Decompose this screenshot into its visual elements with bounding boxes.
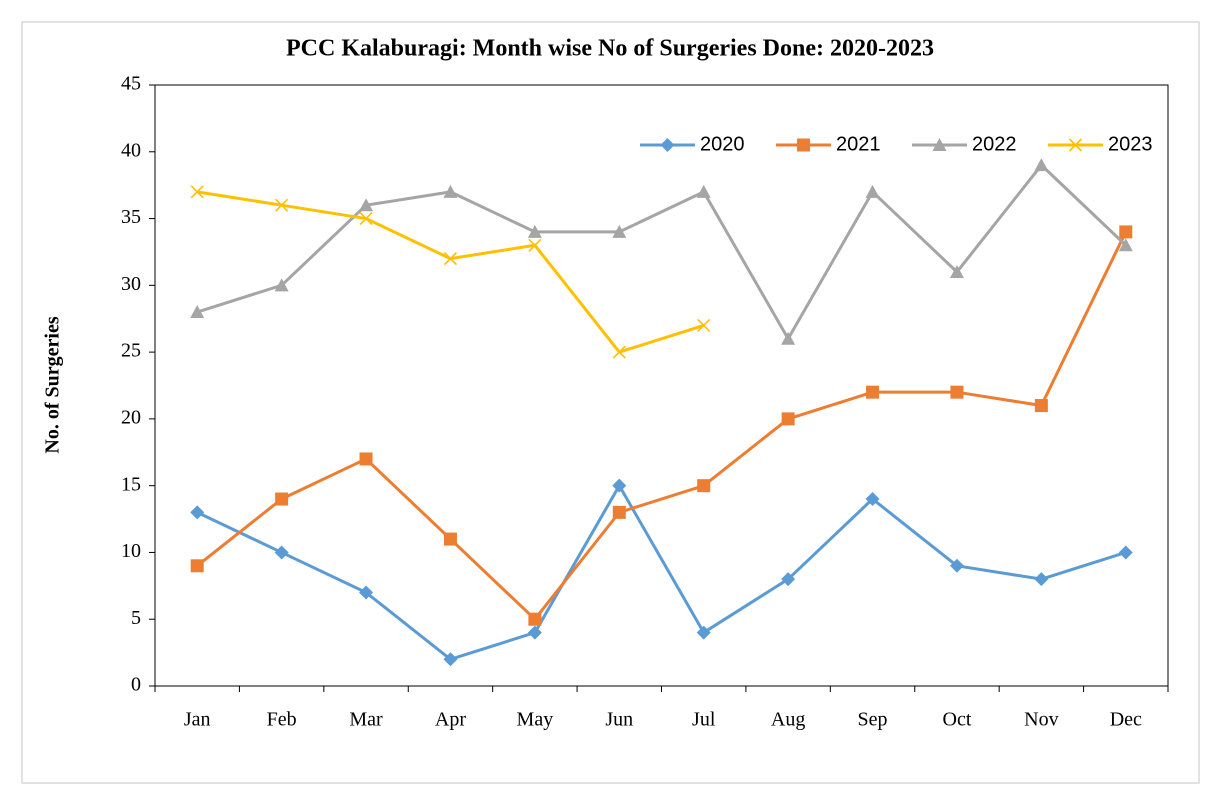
marker bbox=[275, 198, 289, 212]
x-tick-label: Nov bbox=[1024, 709, 1058, 731]
legend-label: 2022 bbox=[972, 133, 1017, 155]
marker bbox=[612, 505, 626, 519]
marker bbox=[443, 652, 458, 667]
marker bbox=[865, 492, 880, 507]
marker bbox=[528, 238, 542, 252]
x-tick-label: Mar bbox=[349, 709, 383, 731]
marker bbox=[696, 625, 711, 640]
x-tick-label: Feb bbox=[267, 709, 297, 731]
marker bbox=[1034, 572, 1049, 587]
marker bbox=[359, 452, 373, 466]
marker bbox=[1118, 545, 1133, 560]
marker bbox=[1034, 158, 1049, 172]
marker bbox=[797, 138, 810, 152]
legend-label: 2020 bbox=[700, 133, 745, 155]
chart-border bbox=[21, 21, 1200, 784]
x-tick-label: Dec bbox=[1110, 709, 1142, 731]
marker bbox=[781, 331, 796, 345]
y-tick-label: 35 bbox=[121, 206, 141, 228]
marker bbox=[359, 211, 373, 226]
marker bbox=[612, 224, 627, 238]
marker bbox=[932, 138, 947, 151]
marker bbox=[696, 184, 711, 198]
series-line bbox=[196, 163, 1127, 341]
marker bbox=[359, 198, 374, 212]
marker bbox=[866, 385, 880, 399]
y-tick-label: 30 bbox=[121, 273, 141, 295]
y-axis-label: No. of Surgeries bbox=[42, 316, 64, 453]
legend-label: 2021 bbox=[836, 133, 881, 155]
x-tick-label: Aug bbox=[771, 709, 805, 731]
marker bbox=[275, 492, 289, 506]
chart-title: PCC Kalaburagi: Month wise No of Surgeri… bbox=[286, 36, 934, 62]
marker bbox=[443, 184, 458, 198]
marker bbox=[697, 479, 711, 493]
marker bbox=[1034, 399, 1048, 413]
marker bbox=[1118, 238, 1133, 252]
marker bbox=[527, 625, 542, 640]
y-tick-label: 25 bbox=[121, 340, 141, 362]
x-tick-label: Apr bbox=[435, 709, 466, 731]
x-tick-label: May bbox=[517, 709, 554, 731]
x-tick-label: Sep bbox=[858, 709, 888, 731]
y-tick-label: 45 bbox=[121, 73, 141, 95]
y-tick-label: 10 bbox=[121, 540, 141, 562]
marker bbox=[949, 558, 964, 573]
y-tick-label: 5 bbox=[131, 607, 141, 629]
marker bbox=[443, 532, 457, 546]
marker bbox=[190, 505, 205, 520]
marker bbox=[612, 345, 626, 359]
marker bbox=[274, 545, 289, 560]
marker bbox=[781, 412, 795, 426]
y-tick-label: 0 bbox=[131, 674, 141, 696]
marker bbox=[950, 385, 964, 399]
y-tick-label: 15 bbox=[121, 473, 141, 495]
legend-label: 2023 bbox=[1108, 133, 1153, 155]
y-tick-label: 20 bbox=[121, 406, 141, 428]
marker bbox=[1068, 138, 1083, 152]
marker bbox=[528, 612, 542, 626]
marker bbox=[865, 184, 880, 198]
marker bbox=[1119, 225, 1133, 239]
marker bbox=[660, 138, 675, 152]
marker bbox=[612, 478, 627, 493]
x-tick-label: Jul bbox=[692, 709, 716, 731]
x-tick-label: Jan bbox=[184, 709, 211, 731]
marker bbox=[527, 224, 542, 238]
y-tick-label: 40 bbox=[121, 139, 141, 161]
marker bbox=[949, 264, 964, 278]
marker bbox=[359, 585, 374, 600]
marker bbox=[274, 278, 289, 292]
marker bbox=[697, 318, 711, 332]
marker bbox=[190, 185, 204, 199]
x-tick-label: Oct bbox=[943, 709, 972, 731]
marker bbox=[190, 559, 204, 573]
series-line bbox=[196, 484, 1127, 661]
marker bbox=[443, 252, 458, 266]
marker bbox=[781, 572, 796, 587]
series-line bbox=[196, 231, 1128, 621]
marker bbox=[190, 305, 205, 319]
x-tick-label: Jun bbox=[605, 709, 633, 731]
